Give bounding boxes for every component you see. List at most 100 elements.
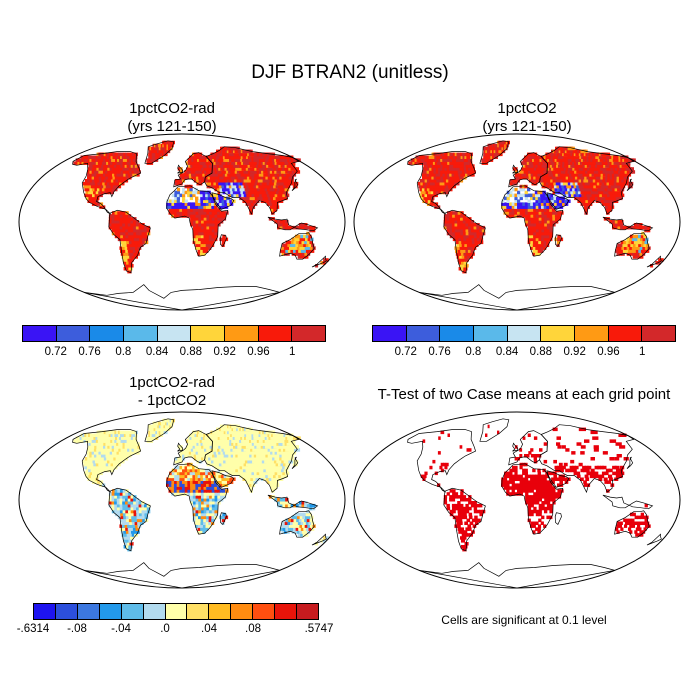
map-cell: [280, 196, 285, 201]
map-cell: [176, 483, 180, 487]
map-cell: [81, 161, 85, 165]
map-cell: [423, 196, 427, 201]
map-cell: [426, 196, 430, 201]
map-cell: [277, 498, 281, 502]
map-cell: [197, 518, 202, 523]
map-cell: [592, 179, 598, 183]
map-cell: [218, 442, 223, 446]
map-cell: [187, 492, 191, 496]
map-cell: [546, 202, 550, 206]
map-cell: [144, 237, 149, 242]
map-cell: [302, 515, 306, 520]
map-cell: [474, 237, 478, 242]
map-cell: [132, 442, 136, 446]
map-cell: [290, 240, 295, 245]
map-cell: [236, 173, 241, 177]
map-cell: [639, 240, 643, 245]
map-cell: [572, 181, 577, 186]
map-cell: [102, 181, 106, 186]
map-cell: [322, 539, 326, 543]
map-cell: [229, 477, 233, 481]
map-cell: [301, 240, 305, 245]
map-cell: [237, 459, 242, 464]
map-cell: [420, 158, 424, 162]
map-cell: [200, 480, 204, 484]
map-cell: [189, 190, 193, 195]
map-cell: [527, 155, 531, 159]
map-cell: [509, 193, 513, 198]
map-cell: [585, 179, 591, 183]
map-cell: [637, 246, 641, 250]
map-cell: [614, 220, 619, 224]
map-cell: [576, 196, 581, 201]
map-cell: [130, 158, 134, 162]
map-cell: [125, 492, 129, 496]
map-cell: [192, 231, 197, 236]
map-cell: [113, 442, 117, 446]
map-cell: [166, 205, 170, 209]
map-cell: [460, 258, 464, 262]
map-cell: [426, 176, 430, 180]
map-cell: [601, 199, 605, 203]
map-cell: [127, 225, 132, 230]
map-cell: [305, 237, 309, 242]
map-cell: [282, 223, 286, 227]
map-cell: [193, 454, 197, 458]
map-cell: [641, 231, 645, 236]
map-cell: [189, 468, 193, 473]
map-cell: [110, 439, 113, 443]
map-cell: [199, 155, 204, 159]
map-cell: [190, 155, 194, 159]
map-cell: [192, 445, 196, 449]
map-cell: [469, 173, 473, 177]
map-cell: [562, 173, 567, 177]
map-cell: [275, 190, 281, 195]
map-cell: [130, 527, 135, 531]
map-cell: [223, 184, 228, 189]
map-cell: [219, 214, 224, 218]
map-cell: [285, 501, 289, 505]
map-cell: [240, 451, 246, 455]
map-cell: [176, 199, 180, 203]
map-cell: [253, 462, 258, 467]
map-cell: [187, 489, 191, 493]
map-cell: [503, 202, 507, 206]
map-cell: [288, 457, 294, 461]
map-cell: [425, 199, 429, 203]
map-cell: [92, 167, 95, 171]
map-cell: [535, 193, 539, 198]
map-cell: [214, 512, 218, 517]
map-cell: [439, 161, 442, 165]
map-cell: [473, 231, 478, 236]
map-cell: [190, 208, 194, 212]
map-cell: [557, 205, 561, 209]
map-cell: [305, 521, 309, 525]
map-cell: [543, 246, 547, 250]
map-cell: [114, 155, 117, 159]
map-cell: [489, 146, 492, 151]
map-cell: [212, 442, 217, 446]
map-cell: [277, 471, 282, 476]
map-cell: [216, 454, 221, 458]
map-cell: [211, 518, 215, 523]
map-cell: [163, 143, 166, 148]
map-cell: [506, 196, 510, 201]
map-cell: [459, 255, 464, 259]
map-cell: [461, 167, 465, 171]
map-cell: [133, 506, 137, 511]
map-cell: [442, 176, 446, 180]
map-cell: [91, 474, 95, 479]
map-cell: [243, 193, 248, 198]
map-cell: [467, 164, 471, 168]
map-cell: [453, 173, 457, 177]
map-cell: [564, 173, 569, 177]
map-cell: [622, 249, 627, 253]
map-cell: [550, 181, 555, 186]
map-cell: [151, 436, 155, 440]
map-cell: [299, 524, 303, 528]
map-cell: [211, 228, 216, 233]
map-cell: [119, 223, 123, 227]
map-cell: [549, 228, 553, 233]
map-cell: [422, 176, 425, 180]
map-cell: [285, 220, 289, 224]
